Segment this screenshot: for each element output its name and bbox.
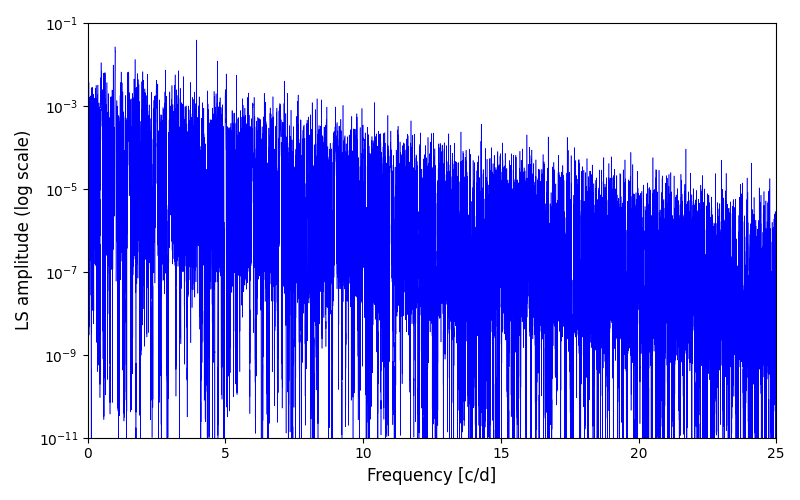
X-axis label: Frequency [c/d]: Frequency [c/d] bbox=[367, 467, 497, 485]
Y-axis label: LS amplitude (log scale): LS amplitude (log scale) bbox=[15, 130, 33, 330]
